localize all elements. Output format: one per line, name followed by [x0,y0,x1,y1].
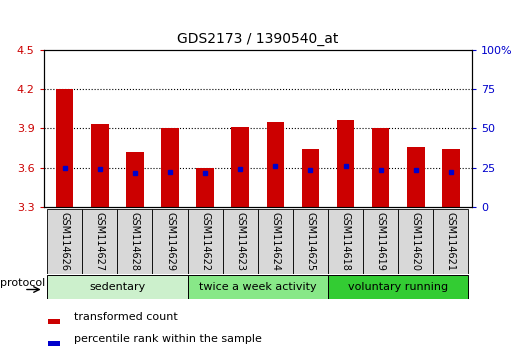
Bar [47,209,82,274]
Bar [407,147,425,207]
Text: sedentary: sedentary [89,282,146,292]
Text: GSM114621: GSM114621 [446,212,456,271]
Bar [152,209,188,274]
Bar [328,275,468,299]
Bar [48,341,60,346]
Text: transformed count: transformed count [73,312,177,322]
Text: percentile rank within the sample: percentile rank within the sample [73,335,262,344]
Bar [442,149,460,207]
Bar [188,209,223,274]
Bar [363,209,398,274]
Text: GSM114620: GSM114620 [411,212,421,271]
Text: twice a week activity: twice a week activity [199,282,317,292]
Text: GSM114629: GSM114629 [165,212,175,271]
Bar [91,124,109,207]
Bar [196,168,214,207]
Bar [293,209,328,274]
Bar [337,120,354,207]
Text: voluntary running: voluntary running [348,282,448,292]
Text: protocol: protocol [0,279,45,289]
Text: GSM114627: GSM114627 [95,212,105,271]
Bar [258,209,293,274]
Bar [302,149,319,207]
Bar [82,209,117,274]
Text: GSM114623: GSM114623 [235,212,245,271]
Bar [188,275,328,299]
Bar [223,209,258,274]
Bar [328,209,363,274]
Bar [433,209,468,274]
Bar [48,319,60,324]
Bar [126,152,144,207]
Bar [372,128,389,207]
Text: GSM114626: GSM114626 [60,212,70,271]
Bar [56,89,73,207]
Text: GSM114625: GSM114625 [305,212,315,271]
Text: GSM114624: GSM114624 [270,212,280,271]
Bar [398,209,433,274]
Bar [231,127,249,207]
Bar [117,209,152,274]
Text: GSM114618: GSM114618 [341,212,350,271]
Bar [161,128,179,207]
Text: GSM114628: GSM114628 [130,212,140,271]
Title: GDS2173 / 1390540_at: GDS2173 / 1390540_at [177,32,339,46]
Text: GSM114622: GSM114622 [200,212,210,271]
Bar [47,275,188,299]
Bar [267,122,284,207]
Text: GSM114619: GSM114619 [376,212,386,271]
